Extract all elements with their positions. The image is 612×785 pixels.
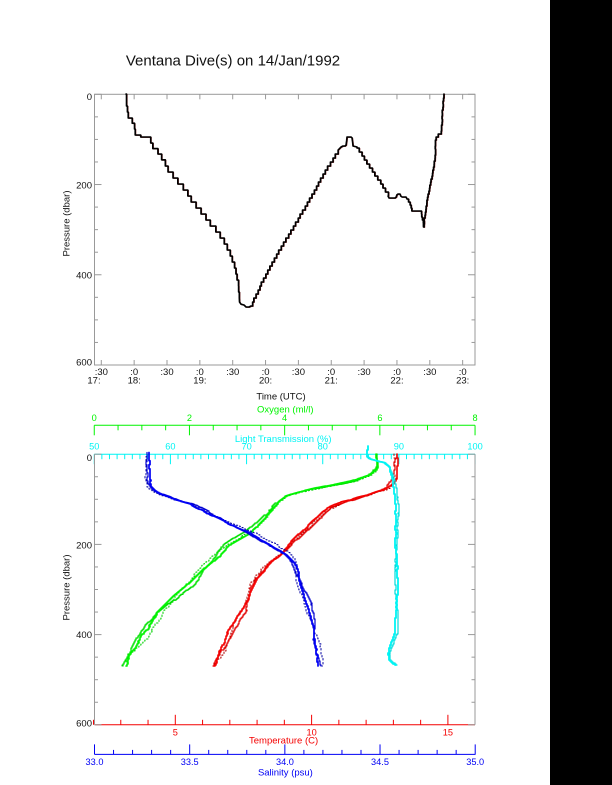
svg-text:19:: 19:	[193, 375, 206, 386]
svg-text:Time (UTC): Time (UTC)	[256, 391, 305, 402]
svg-text::0: :0	[393, 367, 401, 378]
svg-text:Ventana Dive(s) on 14/Jan/1992: Ventana Dive(s) on 14/Jan/1992	[126, 53, 340, 70]
svg-text:33.5: 33.5	[181, 757, 199, 767]
svg-text:4: 4	[282, 413, 287, 423]
svg-text:400: 400	[76, 630, 92, 641]
svg-text:0: 0	[87, 92, 92, 103]
svg-text:34.5: 34.5	[371, 757, 389, 767]
svg-text:90: 90	[394, 442, 404, 452]
svg-text:0: 0	[87, 453, 92, 464]
svg-text:15: 15	[443, 727, 453, 737]
svg-text:22:: 22:	[390, 375, 403, 386]
svg-text:60: 60	[165, 442, 175, 452]
svg-text::0: :0	[196, 367, 204, 378]
svg-text:5: 5	[173, 727, 178, 737]
svg-text::0: :0	[327, 367, 335, 378]
svg-text::30: :30	[423, 367, 436, 378]
svg-text:8: 8	[473, 413, 478, 423]
svg-text:80: 80	[318, 442, 328, 452]
svg-text:34.0: 34.0	[276, 757, 294, 767]
svg-text::30: :30	[226, 367, 239, 378]
svg-text:35.0: 35.0	[466, 757, 484, 767]
svg-text:10: 10	[306, 727, 316, 737]
svg-text::30: :30	[357, 367, 370, 378]
svg-text:2: 2	[187, 413, 192, 423]
svg-text::30: :30	[292, 367, 305, 378]
svg-text:0: 0	[92, 413, 97, 423]
svg-text:Pressure (dbar): Pressure (dbar)	[62, 191, 73, 257]
svg-text:200: 200	[76, 540, 92, 551]
svg-text:6: 6	[377, 413, 382, 423]
svg-text:20:: 20:	[259, 375, 272, 386]
svg-text:600: 600	[76, 718, 92, 729]
svg-text:Pressure (dbar): Pressure (dbar)	[62, 555, 73, 621]
svg-text:600: 600	[76, 357, 92, 368]
svg-text:400: 400	[76, 270, 92, 281]
svg-text:Oxygen (ml/l): Oxygen (ml/l)	[257, 404, 313, 415]
svg-text:50: 50	[89, 442, 99, 452]
svg-text:Temperature (C): Temperature (C)	[249, 736, 318, 747]
svg-text:200: 200	[76, 180, 92, 191]
svg-text:33.0: 33.0	[86, 757, 104, 767]
svg-text:21:: 21:	[325, 375, 338, 386]
svg-text:70: 70	[241, 442, 251, 452]
svg-text::30: :30	[160, 367, 173, 378]
svg-text:18:: 18:	[128, 375, 141, 386]
svg-text::0: :0	[262, 367, 270, 378]
svg-text::0: :0	[130, 367, 138, 378]
svg-text::30: :30	[95, 367, 108, 378]
svg-text:100: 100	[467, 442, 482, 452]
svg-text:17:: 17:	[87, 375, 100, 386]
svg-text:23:: 23:	[456, 375, 469, 386]
svg-text:Salinity (psu): Salinity (psu)	[258, 768, 313, 779]
svg-text::0: :0	[459, 367, 467, 378]
svg-text:Light Transmission (%): Light Transmission (%)	[235, 434, 332, 445]
